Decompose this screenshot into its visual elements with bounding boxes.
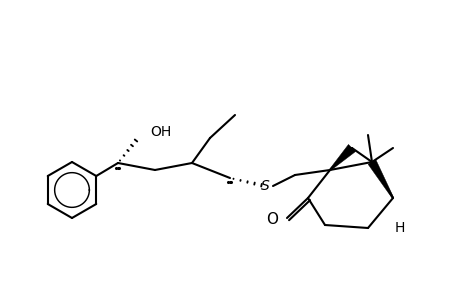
Text: H: H (394, 221, 404, 235)
Text: OH: OH (150, 125, 171, 139)
Text: O: O (265, 212, 277, 227)
Polygon shape (329, 145, 355, 171)
Polygon shape (367, 160, 393, 198)
Text: S: S (260, 179, 269, 193)
